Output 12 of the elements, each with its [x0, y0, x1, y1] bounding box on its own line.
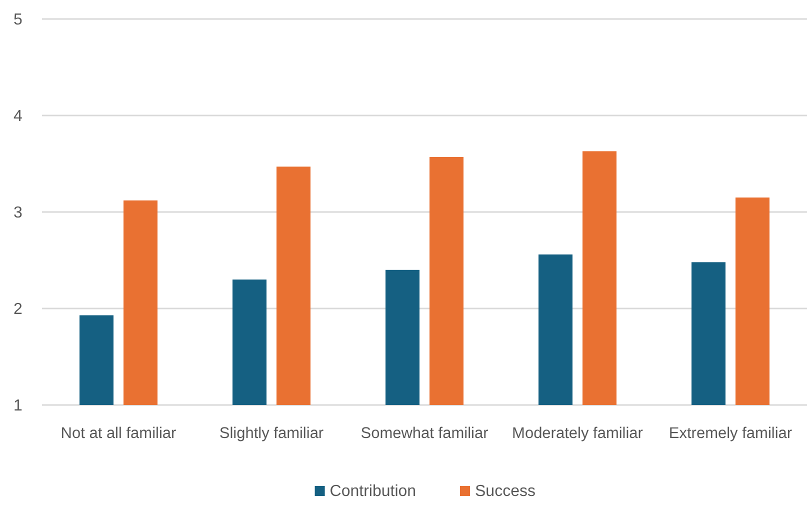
y-tick-label: 5 — [14, 12, 23, 29]
x-tick-label: Extremely familiar — [668, 425, 792, 442]
y-tick-label: 1 — [14, 398, 23, 415]
y-tick-label: 2 — [14, 301, 23, 318]
y-tick-label: 4 — [14, 108, 23, 126]
x-tick-label: Somewhat familiar — [360, 425, 488, 442]
legend-label: Success — [475, 483, 536, 500]
legend-label: Contribution — [330, 483, 416, 500]
x-tick-label: Not at all familiar — [60, 425, 176, 442]
x-tick-label: Slightly familiar — [219, 425, 324, 442]
x-tick-label: Moderately familiar — [512, 425, 643, 442]
y-tick-label: 3 — [14, 204, 23, 222]
